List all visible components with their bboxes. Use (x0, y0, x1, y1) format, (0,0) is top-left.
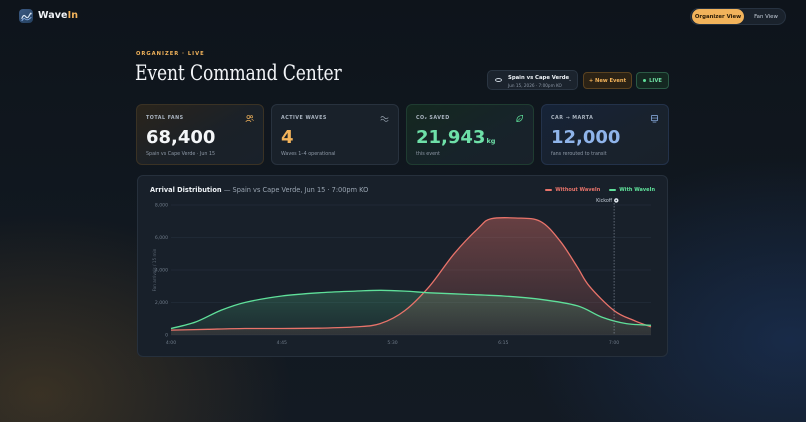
stat-value: 21,943kg (416, 127, 495, 148)
stat-value: 68,400 (146, 127, 215, 148)
stat-unit: kg (486, 137, 496, 145)
x-tick-label: 6:15 (498, 340, 508, 346)
x-tick-label: 4:45 (277, 340, 287, 346)
stat-number: 21,943 (416, 127, 486, 148)
stat-sub: Spain vs Cape Verde · Jun 15 (146, 152, 216, 157)
app-name-main: Wave (38, 10, 68, 21)
wave-logo-icon (20, 12, 32, 21)
x-tick-label: 4:00 (166, 340, 176, 346)
legend-item-with-wavein[interactable]: With WaveIn (609, 187, 655, 193)
x-tick-label: 7:00 (609, 340, 619, 346)
legend-swatch (545, 189, 553, 191)
users-icon (245, 115, 254, 122)
stat-sub: fans rerouted to transit (551, 152, 607, 157)
train-icon (650, 114, 659, 123)
chart-title: Arrival Distribution — Spain vs Cape Ver… (150, 186, 368, 194)
top-bar: WaveIn Organizer View Fan View (0, 0, 806, 33)
event-detail: Jun 15, 2026 · 7:00pm KO (508, 82, 562, 88)
event-selector[interactable]: Spain vs Cape Verde Jun 15, 2026 · 7:00p… (487, 70, 578, 90)
stat-card-car-to-marta: CAR → MARTA 12,000 fans rerouted to tran… (541, 104, 669, 165)
logo-icon[interactable] (19, 9, 33, 23)
wave-icon (380, 116, 389, 122)
fan-view-button[interactable]: Fan View (754, 13, 778, 20)
event-name: Spain vs Cape Verde (508, 75, 570, 81)
stat-label: CO₂ SAVED (416, 116, 450, 121)
y-tick-label: 6,000 (155, 235, 168, 241)
stat-label: TOTAL FANS (146, 116, 184, 121)
legend-swatch (609, 189, 617, 191)
view-toggle: Organizer View Fan View (690, 8, 786, 25)
y-tick-label: 0 (165, 333, 168, 339)
stat-sub: Waves 1–4 operational (281, 152, 336, 157)
chart-legend: Without WaveIn With WaveIn (545, 187, 655, 193)
stat-label: ACTIVE WAVES (281, 116, 327, 121)
app-name[interactable]: WaveIn (38, 10, 78, 21)
legend-item-without-wavein[interactable]: Without WaveIn (545, 187, 600, 193)
series-line-without-wavein (170, 217, 652, 331)
stat-label: CAR → MARTA (551, 116, 594, 121)
chart-title-main: Arrival Distribution (150, 186, 222, 194)
live-label: LIVE (649, 77, 662, 84)
series-line-with-wavein (170, 289, 652, 330)
stat-number: 12,000 (551, 127, 621, 148)
y-tick-label: 4,000 (155, 268, 168, 274)
kickoff-label: Kickoff (596, 198, 613, 204)
stat-sub: this event (416, 152, 440, 157)
series-area-with-wavein (171, 290, 651, 335)
arrival-distribution-panel: Arrival Distribution — Spain vs Cape Ver… (137, 175, 668, 357)
stat-card-active-waves: ACTIVE WAVES 4 Waves 1–4 operational (271, 104, 399, 165)
new-event-button[interactable]: + New Event (583, 72, 632, 89)
arrival-chart: 0 2,000 4,000 6,000 8,000 Fan arrivals / 15 m… (152, 198, 652, 346)
live-status-badge[interactable]: LIVE (636, 72, 669, 89)
legend-label: With WaveIn (619, 187, 655, 193)
chart-subtitle: — Spain vs Cape Verde, Jun 15 · 7:00pm K… (223, 186, 369, 194)
y-tick-label: 2,000 (155, 300, 168, 306)
stat-card-co2-saved: CO₂ SAVED 21,943kg this event (406, 104, 534, 165)
organizer-view-button[interactable]: Organizer View (692, 9, 744, 24)
stadium-icon (495, 78, 502, 82)
stat-card-total-fans: TOTAL FANS 68,400 Spain vs Cape Verde · … (136, 104, 264, 165)
x-tick-label: 5:30 (387, 340, 397, 346)
stat-number: 4 (281, 127, 294, 148)
chevron-down-icon: ⌄ (568, 78, 572, 83)
app-name-accent: In (67, 10, 79, 21)
page-eyebrow: ORGANIZER · LIVE (136, 51, 205, 57)
ball-icon-dot (615, 199, 618, 202)
legend-label: Without WaveIn (555, 187, 601, 193)
leaf-icon (516, 114, 524, 123)
y-tick-label: 8,000 (155, 203, 168, 209)
y-axis-label: Fan arrivals / 15 min (152, 248, 157, 291)
page-title: Event Command Center (135, 61, 342, 85)
live-dot-icon (643, 79, 647, 82)
stat-value: 12,000 (551, 127, 620, 148)
stat-value: 4 (281, 127, 294, 148)
stat-number: 68,400 (146, 127, 216, 148)
